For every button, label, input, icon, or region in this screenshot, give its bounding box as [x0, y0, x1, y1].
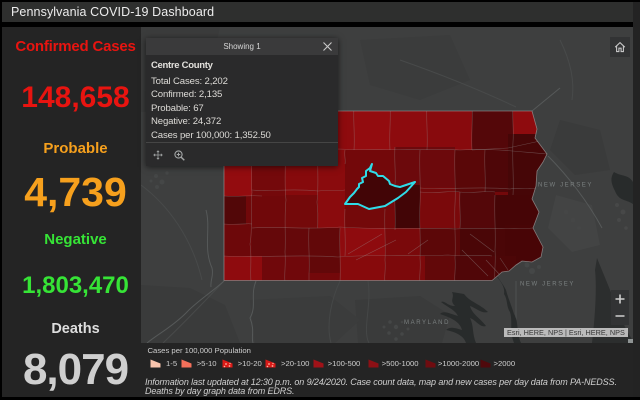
svg-text:NEW JERSEY: NEW JERSEY: [538, 183, 593, 189]
svg-text:NEW JERSEY: NEW JERSEY: [520, 282, 575, 288]
svg-text:MARYLAND: MARYLAND: [404, 320, 450, 326]
